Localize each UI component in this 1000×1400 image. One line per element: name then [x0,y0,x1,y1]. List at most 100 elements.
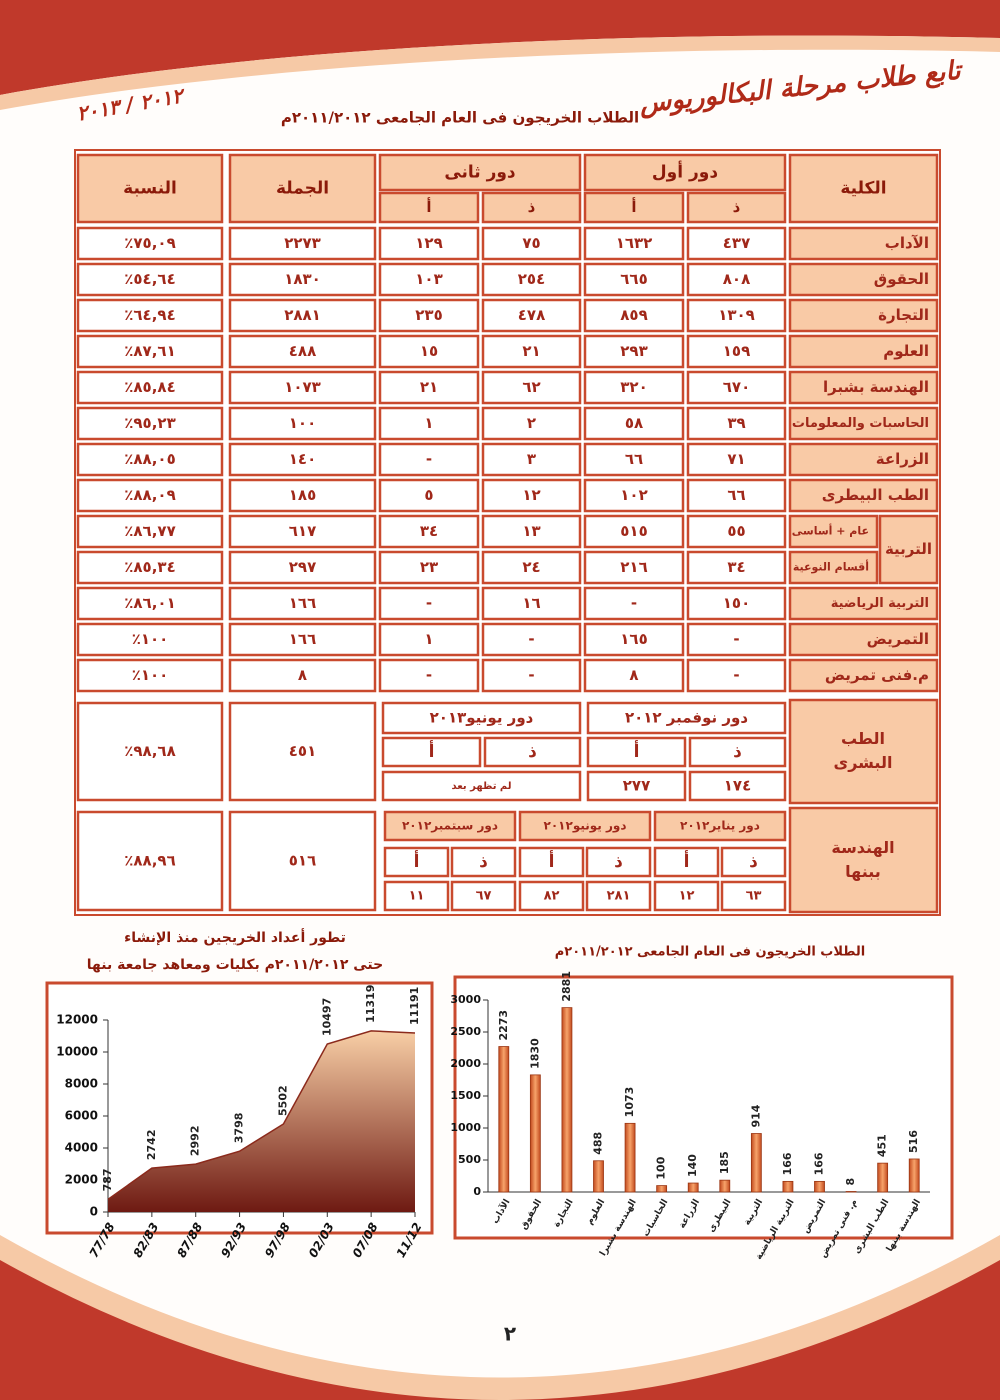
cell-text: ٢٤ [522,558,540,576]
cell-text: دور ثانى [444,163,516,183]
cell-text: - [528,666,534,684]
table-cell [481,550,582,585]
cell-text: ٤٨٨ [289,342,316,360]
cell-text: الطب البشرى [834,729,893,772]
data-label: 185 [718,1151,731,1174]
table-cell [788,658,939,693]
table-cell [585,846,652,878]
y-tick-label: 2000 [65,1173,98,1187]
table-cell [788,550,879,585]
cell-text: ٪٦٤,٩٤ [124,306,175,324]
cell-text: ٢٩٧ [289,558,316,576]
cell-text: ٪٨٥,٨٤ [124,378,175,396]
bottom-stripe [0,1235,1000,1400]
table-cell [583,226,685,261]
table-cell [481,442,582,477]
table-cell [686,370,787,405]
cell-text: ٦٧ [476,889,492,904]
table-cell [76,334,224,369]
table-cell [686,442,787,477]
table-cell [481,334,582,369]
cell-text: ٥٨ [625,414,643,432]
data-label: 5502 [276,1085,289,1116]
table-cell [228,550,377,585]
table-cell [481,370,582,405]
cell-text: ١٢٩ [415,234,442,252]
cell-text: لم تظهر بعد [451,781,511,792]
data-label: 140 [686,1154,699,1177]
cell-text: ١٥٠ [723,594,750,612]
table-cell [481,262,582,297]
cell-text: دور سبتمبر٢٠١٢ [402,819,498,834]
cell-text: ٨٠٨ [723,270,750,288]
cell-text: م.فنى تمريض [825,666,929,684]
cell-text: ٨ [629,666,638,684]
table-cell [228,810,377,912]
table-cell [228,153,377,224]
cell-text: ٪٨٥,٣٤ [124,558,175,576]
table-cell [450,880,517,912]
table-cell [788,514,879,549]
text-line: ببنها [845,862,881,881]
table-cell [76,262,224,297]
table-cell [76,514,224,549]
data-label: 2742 [145,1130,158,1161]
y-tick-label: 0 [473,1185,481,1198]
cell-text: ذ [479,852,488,872]
cell-text: أ [429,740,435,762]
table-cell [76,406,224,441]
cell-text: ٪٥٤,٦٤ [124,270,175,288]
cell-text: ٣ [527,450,536,468]
table-cell [788,298,939,333]
table-cell [76,153,224,224]
table-cell [228,622,377,657]
cell-text: ٥٥ [727,522,745,540]
cell-text: ذ [528,198,536,216]
table-cell [583,262,685,297]
table-cell [76,226,224,261]
table-cell [228,442,377,477]
page-number: ٢ [504,1322,516,1346]
table-cell [788,478,939,513]
table-cell [481,298,582,333]
chart-subtitle: حتى ٢٠١١/٢٠١٢م بكليات ومعاهد جامعة بنها [87,957,383,973]
cell-text: ٣٤ [727,558,745,576]
cell-text: ١٧٤ [724,777,751,795]
table-title: الطلاب الخريجون فى العام الجامعى ٢٠١١/٢٠… [281,109,639,127]
table-cell [378,191,480,224]
table-cell [686,622,787,657]
table-cell [76,622,224,657]
cell-text: ٦٦٥ [620,270,647,288]
table-cell [788,806,939,914]
table-cell [378,298,480,333]
cell-text: ١٢ [679,889,695,904]
cell-text: ١٠٣ [415,270,442,288]
table-cell [378,478,480,513]
table-cell [653,880,720,912]
cell-text: ٪٨٨,٠٥ [124,450,175,468]
chart-title: تطور أعداد الخريجين منذ الإنشاء [124,928,346,946]
cell-text: - [733,630,739,648]
table-cell [688,736,787,768]
cell-text: ٢٢٧٣ [284,234,321,252]
table-cell [378,514,480,549]
y-tick-label: 1000 [450,1121,481,1134]
bar [814,1180,825,1193]
table-cell [653,810,787,842]
cell-text: ٪٨٦,٠١ [124,594,175,612]
data-label: 914 [749,1104,762,1127]
cell-text: ٧٥ [522,234,540,252]
table-cell [481,658,582,693]
cell-text: الجملة [276,179,329,199]
cell-text: ٢٣ [420,558,438,576]
table-cell [788,442,939,477]
cell-text: ٦٦ [727,486,745,504]
cell-text: ١٦٥ [620,630,647,648]
data-label: 1073 [623,1087,636,1118]
cell-text: ٢ [527,414,536,432]
cell-text: ٪١٠٠ [132,666,169,684]
y-tick-label: 4000 [65,1141,98,1155]
line [107,1030,416,1201]
cell-text: ٪٨٦,٧٧ [124,522,175,540]
